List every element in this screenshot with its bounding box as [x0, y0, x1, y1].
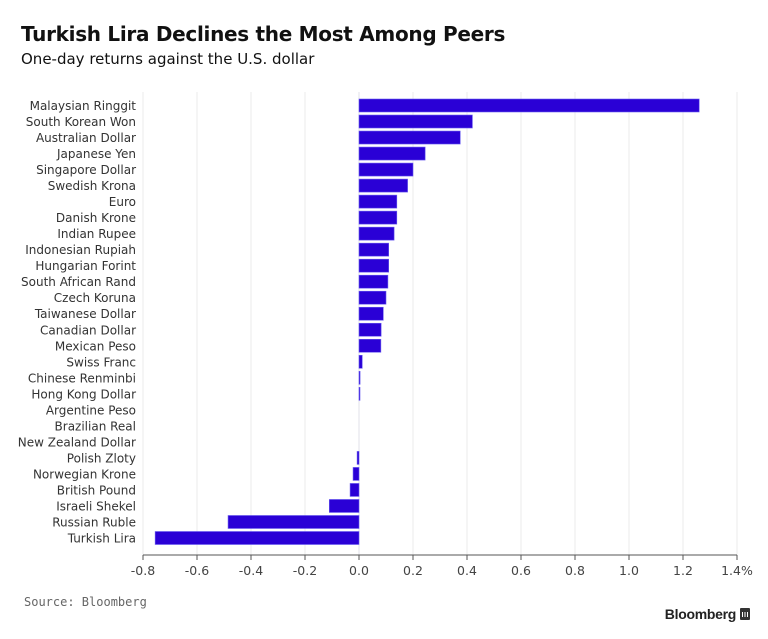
- category-label: Euro: [109, 195, 136, 209]
- bar: [352, 467, 360, 481]
- bar: [358, 371, 361, 385]
- x-tick-label: 0.0: [349, 563, 369, 578]
- x-tick-label: 0.8: [565, 563, 585, 578]
- category-label: Indonesian Rupiah: [25, 243, 136, 257]
- brand-name: Bloomberg: [664, 606, 737, 622]
- bar: [358, 114, 473, 129]
- category-label: Swedish Krona: [48, 179, 136, 193]
- x-tick-label: 1.4%: [721, 563, 753, 578]
- category-label: Canadian Dollar: [40, 323, 136, 337]
- category-label: Czech Koruna: [54, 291, 136, 305]
- bar: [154, 531, 360, 545]
- bar: [358, 130, 461, 145]
- bar: [349, 483, 360, 497]
- bar: [227, 515, 360, 529]
- category-label: Chinese Renminbi: [28, 371, 136, 385]
- category-label: Brazilian Real: [55, 419, 136, 433]
- x-tick-label: -0.2: [293, 563, 317, 578]
- category-label: Taiwanese Dollar: [34, 307, 136, 321]
- bar: [358, 354, 363, 369]
- bar: [358, 194, 398, 209]
- category-label: Mexican Peso: [55, 339, 136, 353]
- category-labels: Malaysian Ringgit South Korean Won Austral…: [18, 99, 137, 546]
- x-tick-label: -0.4: [239, 563, 263, 578]
- bar: [358, 258, 390, 273]
- bar: [358, 338, 382, 353]
- category-label: Swiss Franc: [66, 355, 136, 369]
- source-note: Source: Bloomberg: [24, 595, 147, 609]
- category-label: Polish Zloty: [67, 451, 136, 465]
- bar: [358, 274, 389, 289]
- bar: [358, 242, 390, 257]
- x-axis: -0.8 -0.6 -0.4 -0.2 0.0 0.2 0.4 0.6 0.8 1.0 1.2 1.4…: [131, 554, 753, 578]
- bar: [358, 162, 414, 177]
- category-label: Hong Kong Dollar: [31, 387, 136, 401]
- x-tick-label: 0.4: [457, 563, 477, 578]
- bar: [356, 451, 360, 465]
- category-label: Danish Krone: [56, 211, 136, 225]
- bar: [328, 499, 360, 513]
- gridlines: [142, 92, 738, 555]
- category-label: Indian Rupee: [57, 227, 136, 241]
- bloomberg-chart-icon: [740, 608, 750, 620]
- category-label: South African Rand: [21, 275, 136, 289]
- category-label: Australian Dollar: [36, 131, 136, 145]
- x-tick-label: -0.6: [185, 563, 209, 578]
- bar: [358, 322, 382, 337]
- x-tick-label: 0.6: [511, 563, 531, 578]
- category-label: Israeli Shekel: [56, 499, 136, 513]
- bar: [358, 387, 361, 401]
- bar: [358, 178, 408, 193]
- bar: [358, 290, 387, 305]
- category-label: Argentine Peso: [46, 403, 136, 417]
- category-label: Hungarian Forint: [35, 259, 136, 273]
- bar: [358, 146, 426, 161]
- bar: [358, 98, 700, 113]
- category-label: Norwegian Krone: [33, 467, 136, 481]
- category-label: Singapore Dollar: [36, 163, 136, 177]
- category-label: Turkish Lira: [67, 532, 136, 546]
- chart-subtitle: One-day returns against the U.S. dollar: [21, 50, 315, 68]
- x-tick-label: 1.2: [673, 563, 693, 578]
- category-label: Japanese Yen: [56, 147, 136, 161]
- category-label: Russian Ruble: [52, 515, 136, 529]
- category-label: Malaysian Ringgit: [30, 99, 137, 113]
- category-label: British Pound: [57, 483, 136, 497]
- category-label: New Zealand Dollar: [18, 435, 136, 449]
- chart-title: Turkish Lira Declines the Most Among Pee…: [21, 22, 506, 46]
- category-label: South Korean Won: [26, 115, 136, 129]
- x-tick-label: -0.8: [131, 563, 155, 578]
- bars: [154, 98, 700, 545]
- x-tick-label: 1.0: [619, 563, 639, 578]
- bar: [358, 306, 384, 321]
- brand-logo: Bloomberg: [665, 606, 750, 622]
- x-tick-label: 0.2: [403, 563, 423, 578]
- bar: [358, 210, 398, 225]
- bar: [358, 226, 395, 241]
